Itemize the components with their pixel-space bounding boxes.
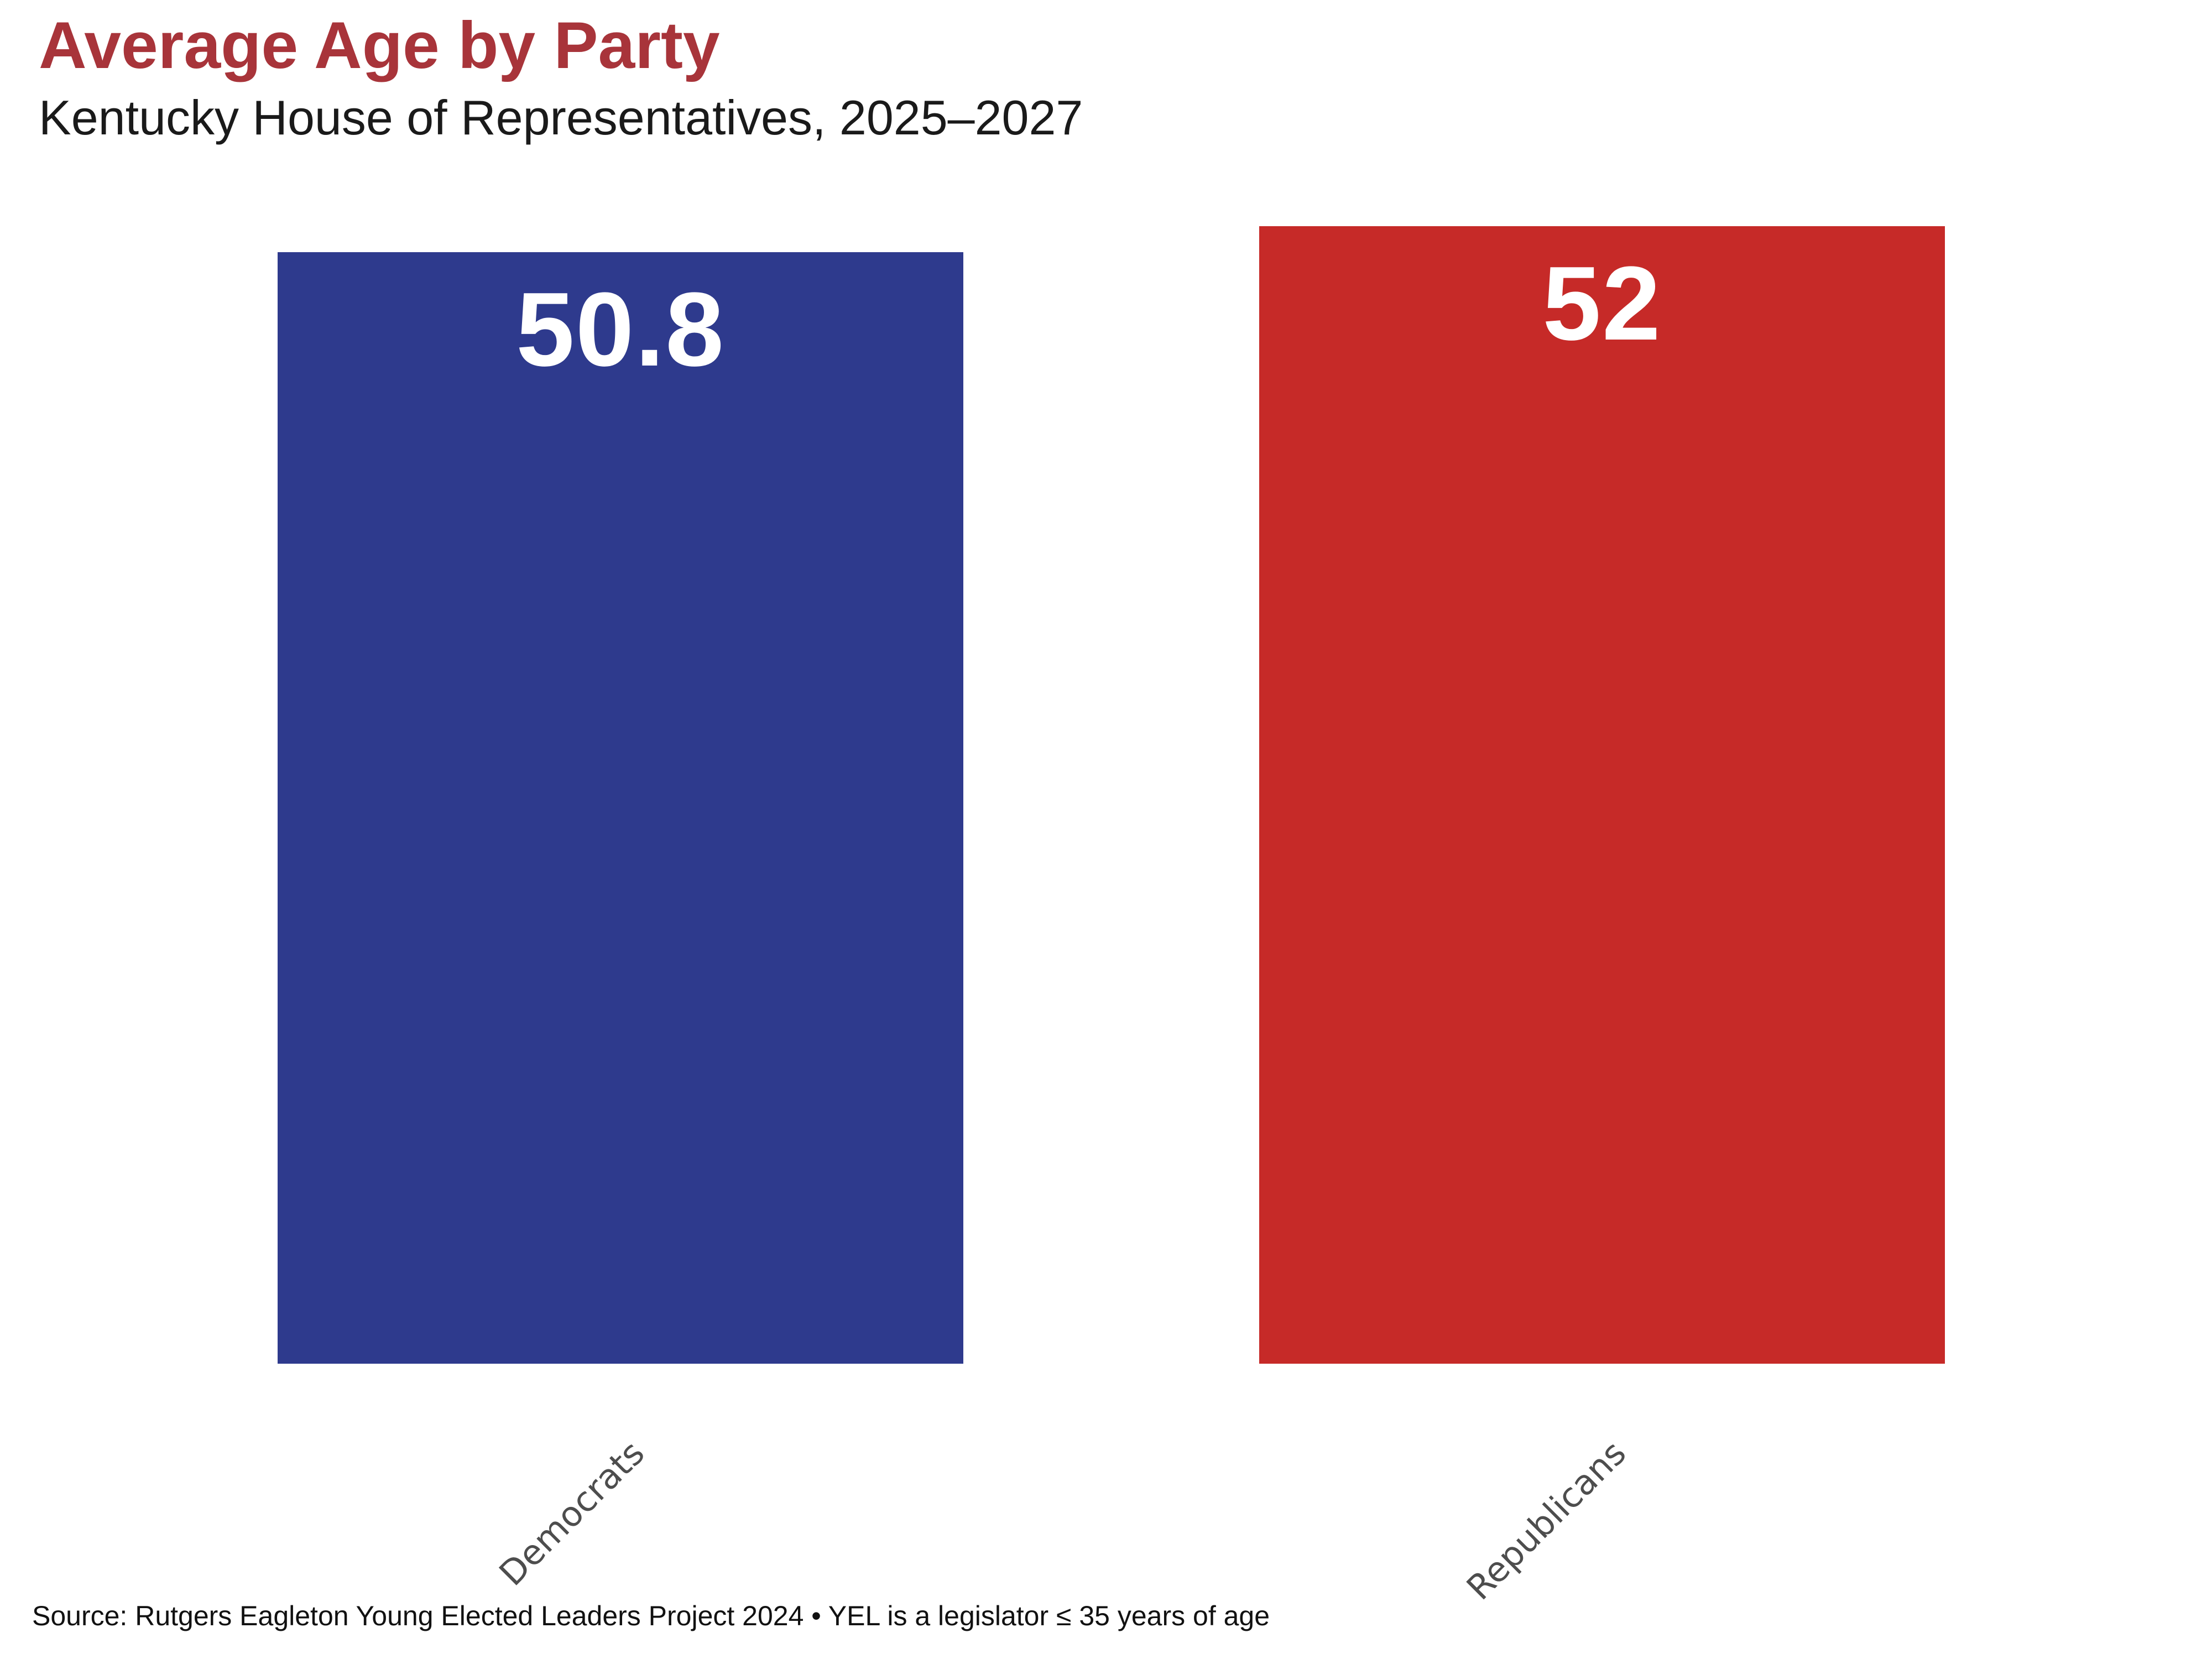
- bar-value-democrats: 50.8: [516, 271, 725, 388]
- source-note: Source: Rutgers Eagleton Young Elected L…: [32, 1600, 1270, 1631]
- chart-title: Average Age by Party: [39, 8, 720, 82]
- chart-subtitle: Kentucky House of Representatives, 2025–…: [39, 90, 1083, 145]
- x-tick-label-republicans: Republicans: [1458, 1432, 1634, 1608]
- bar-republicans: 52: [1259, 226, 1945, 1364]
- bar-value-republicans: 52: [1542, 245, 1662, 362]
- plot-area: 50.8 52: [0, 169, 2212, 1364]
- bar-democrats: 50.8: [278, 252, 963, 1364]
